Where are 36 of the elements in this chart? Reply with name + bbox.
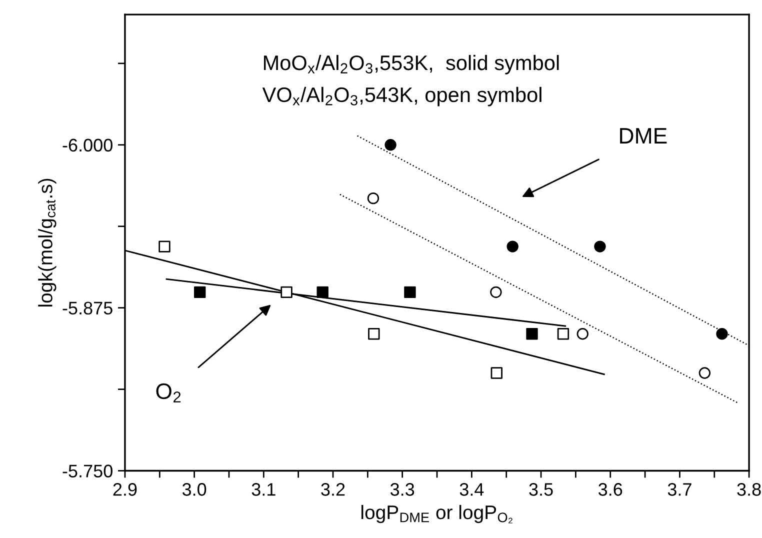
point bbox=[367, 192, 380, 204]
x-tick-label: 3.3 bbox=[390, 483, 414, 496]
y-tick-label: -6.000 bbox=[62, 138, 112, 152]
annotation: O$_{2}$ bbox=[156, 383, 181, 402]
point bbox=[698, 367, 711, 379]
point bbox=[490, 367, 502, 379]
x-tick-label: 2.9 bbox=[113, 483, 137, 496]
x-tick-label: 3.0 bbox=[182, 483, 206, 496]
x-tick-label: 3.2 bbox=[321, 483, 345, 496]
point bbox=[557, 328, 570, 340]
y-tick-label: -5.750 bbox=[62, 464, 112, 478]
x-tick-label: 3.5 bbox=[529, 483, 553, 496]
point bbox=[194, 286, 206, 298]
point bbox=[158, 240, 170, 252]
annotation: MoO$_{x}$/Al$_{2}$O$_{3}$,553K, solid symbol bbox=[264, 54, 559, 74]
point bbox=[594, 240, 606, 252]
annotation: VO$_{x}$/Al$_{2}$O$_{3}$,543K, open symbol bbox=[262, 86, 542, 106]
point bbox=[490, 286, 502, 298]
point bbox=[368, 328, 380, 340]
point bbox=[404, 286, 416, 298]
x-tick-label: 3.7 bbox=[668, 483, 692, 496]
point bbox=[384, 139, 396, 151]
point bbox=[576, 328, 588, 340]
x-tick-label: 3.1 bbox=[252, 483, 276, 496]
point bbox=[280, 286, 292, 298]
x-tick-label: 3.6 bbox=[598, 483, 622, 496]
x-axis-title: logP$_{DME}$ or logP$_{O₂}$ bbox=[362, 504, 512, 524]
x-tick-label: 3.4 bbox=[460, 483, 484, 496]
x-tick-label: 3.8 bbox=[737, 483, 761, 496]
point bbox=[506, 240, 518, 252]
annotation: DME bbox=[620, 128, 667, 144]
point bbox=[526, 328, 538, 340]
point bbox=[716, 328, 728, 340]
y-tick-label: -5.875 bbox=[62, 302, 112, 315]
point bbox=[316, 286, 328, 298]
y-axis-title: logk(mol/g$_{cat}$.s) bbox=[38, 178, 56, 306]
